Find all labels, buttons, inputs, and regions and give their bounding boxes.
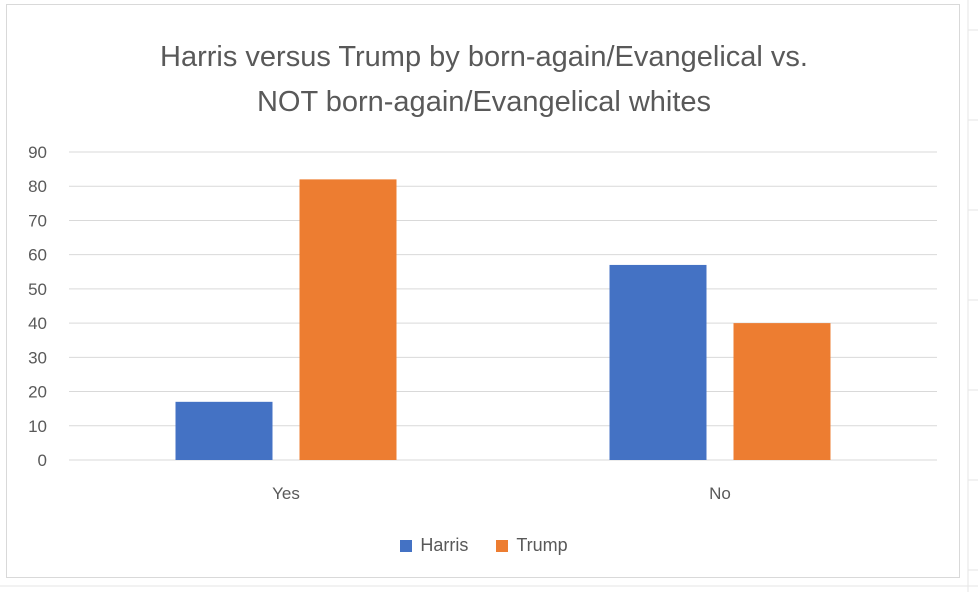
bar-harris-yes xyxy=(175,401,273,460)
chart-title-line-1: Harris versus Trump by born-again/Evange… xyxy=(160,41,808,73)
chart-title-line-2: NOT born-again/Evangelical whites xyxy=(256,86,712,118)
legend: Harris Trump xyxy=(7,535,961,556)
y-tick-label: 70 xyxy=(28,211,47,230)
bar-harris-no xyxy=(609,264,707,460)
y-tick-label: 40 xyxy=(28,314,47,333)
y-tick-label: 50 xyxy=(28,280,47,299)
y-tick-label: 90 xyxy=(28,143,47,162)
y-tick-label: 20 xyxy=(28,383,47,402)
y-tick-label: 80 xyxy=(28,177,47,196)
chart-title: Harris versus Trump by born-again/Evange… xyxy=(7,35,961,125)
bar-trump-no xyxy=(733,323,831,460)
y-tick-label: 0 xyxy=(38,451,47,470)
y-tick-label: 60 xyxy=(28,246,47,265)
legend-swatch xyxy=(496,539,509,552)
bar-trump-yes xyxy=(299,179,397,460)
y-tick-label: 30 xyxy=(28,348,47,367)
legend-label: Trump xyxy=(516,535,568,555)
legend-item-trump: Trump xyxy=(496,535,568,556)
chart-area[interactable]: Harris versus Trump by born-again/Evange… xyxy=(6,4,960,578)
legend-label: Harris xyxy=(420,535,469,555)
legend-item-harris: Harris xyxy=(400,535,468,556)
x-tick-label: Yes xyxy=(272,484,300,503)
x-tick-label: No xyxy=(709,484,731,503)
plot-area: 0 10 20 30 40 50 60 70 80 90 Yes No xyxy=(28,143,937,503)
y-tick-label: 10 xyxy=(28,417,47,436)
legend-swatch xyxy=(400,539,413,552)
